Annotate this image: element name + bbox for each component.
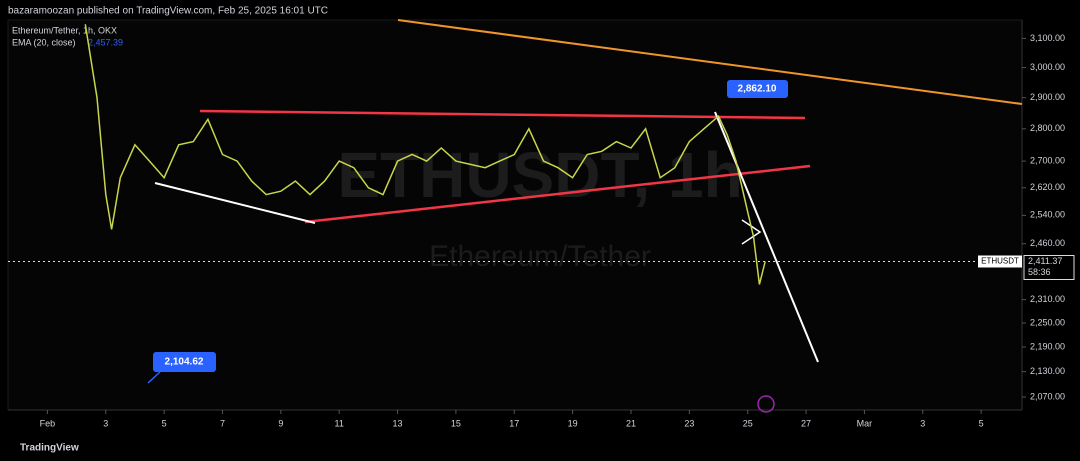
chart-title: Ethereum/Tether, 1h, OKX <box>12 25 117 35</box>
x-tick-label: 13 <box>393 418 403 428</box>
plot-area <box>7 19 1023 411</box>
indicator-value: 2,457.39 <box>88 37 123 47</box>
trend-line <box>199 109 806 120</box>
x-tick-label: 11 <box>335 418 344 428</box>
annotation-box <box>153 352 216 372</box>
indicator: EMA (20, close) <box>12 37 76 47</box>
callout-pointer <box>147 371 161 384</box>
watermark-symbol: ETHUSDT, 1h <box>337 139 742 211</box>
header: bazaramoozan published on TradingView.co… <box>8 6 328 17</box>
annotation: 2,862.10 <box>738 84 777 95</box>
y-tick-label: 3,100.00 <box>1030 33 1065 43</box>
annotation: 2,104.62 <box>165 357 204 368</box>
x-tick-label: 5 <box>162 418 167 428</box>
symbol-box <box>978 255 1022 268</box>
price-label: 2,411.37 <box>1028 256 1062 266</box>
x-tick-label: 19 <box>568 418 578 428</box>
trend-line <box>714 111 819 363</box>
x-tick-label: 7 <box>220 418 225 428</box>
x-tick-label: 21 <box>626 418 636 428</box>
x-tick-label: Mar <box>857 418 873 428</box>
trend-line <box>397 19 1023 105</box>
annotation-box <box>727 80 788 98</box>
y-tick-label: 2,900.00 <box>1030 92 1065 102</box>
y-tick-label: 2,540.00 <box>1030 210 1065 220</box>
x-tick-label: 23 <box>684 418 694 428</box>
countdown: 58:36 <box>1028 267 1051 277</box>
y-tick-label: 2,130.00 <box>1030 366 1065 376</box>
pattern-drawing <box>741 219 762 245</box>
y-tick-label: 2,190.00 <box>1030 341 1065 351</box>
y-tick-label: 2,250.00 <box>1030 317 1065 327</box>
x-tick-label: 17 <box>509 418 519 428</box>
y-tick-label: 3,000.00 <box>1030 62 1065 72</box>
chart-marks: 3,100.00 3,000.00 2,900.00 2,800.00 2,700.00… <box>8 24 1075 428</box>
x-tick-label: 3 <box>103 418 108 428</box>
y-tick-label: 2,700.00 <box>1030 155 1065 165</box>
y-tick-label: 2,070.00 <box>1030 391 1065 401</box>
event-icon[interactable] <box>757 395 775 413</box>
x-tick-label: 27 <box>801 418 811 428</box>
y-tick-label: 2,310.00 <box>1030 294 1065 304</box>
footer: TradingView <box>20 443 79 454</box>
price-box <box>1023 254 1075 280</box>
price-line <box>84 24 766 285</box>
x-tick-label: 15 <box>451 418 461 428</box>
trend-line <box>154 182 316 224</box>
x-tick-label: Feb <box>40 418 56 428</box>
x-tick-label: 9 <box>278 418 283 428</box>
y-tick-label: 2,620.00 <box>1030 182 1065 192</box>
y-tick-label: 2,800.00 <box>1030 123 1065 133</box>
x-tick-label: 5 <box>979 418 984 428</box>
symbol-label: ETHUSDT <box>981 257 1019 266</box>
watermark-name: Ethereum/Tether <box>429 240 651 273</box>
y-tick-label: 2,460.00 <box>1030 238 1065 248</box>
trend-line <box>304 164 811 224</box>
x-tick-label: 3 <box>920 418 925 428</box>
x-tick-label: 25 <box>743 418 753 428</box>
